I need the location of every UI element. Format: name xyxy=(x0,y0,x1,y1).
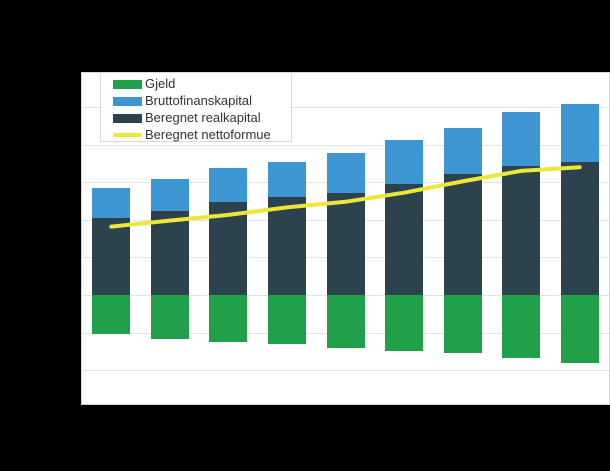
bar-segment-gjeld-7 xyxy=(443,295,482,353)
legend-label-beregnet-nettoformue: Beregnet nettoformue xyxy=(145,127,271,142)
bar-segment-beregnet-realkapital-3 xyxy=(209,201,248,295)
bar-segment-bruttofinanskapital-1 xyxy=(92,187,131,218)
bar-segment-bruttofinanskapital-9 xyxy=(560,104,599,162)
bar-segment-gjeld-6 xyxy=(385,295,424,352)
bar-segment-beregnet-realkapital-1 xyxy=(92,217,131,295)
bar-segment-beregnet-realkapital-4 xyxy=(267,196,306,295)
bar-segment-gjeld-2 xyxy=(150,295,189,340)
plot-area: Gjeld Bruttofinanskapital Beregnet realk… xyxy=(81,72,610,405)
legend-item-beregnet-realkapital[interactable]: Beregnet realkapital xyxy=(113,110,291,126)
gridline xyxy=(82,107,609,108)
bar-segment-beregnet-realkapital-8 xyxy=(502,166,541,295)
legend-label-bruttofinanskapital: Bruttofinanskapital xyxy=(145,93,252,108)
legend-swatch-gjeld xyxy=(113,79,142,89)
bar-segment-gjeld-4 xyxy=(267,295,306,344)
bar-segment-bruttofinanskapital-3 xyxy=(209,168,248,202)
legend-swatch-beregnet-realkapital xyxy=(113,113,142,123)
bar-segment-gjeld-8 xyxy=(502,295,541,359)
bar-segment-beregnet-realkapital-7 xyxy=(443,174,482,295)
bar-segment-beregnet-realkapital-5 xyxy=(326,192,365,295)
legend-label-beregnet-realkapital: Beregnet realkapital xyxy=(145,110,261,125)
gridline xyxy=(82,144,609,146)
bar-segment-beregnet-realkapital-9 xyxy=(560,161,599,295)
legend-swatch-bruttofinanskapital xyxy=(113,96,142,106)
bar-segment-gjeld-9 xyxy=(560,295,599,364)
legend-item-beregnet-nettoformue[interactable]: Beregnet nettoformue xyxy=(113,127,291,143)
bar-segment-bruttofinanskapital-8 xyxy=(502,111,541,167)
bar-segment-bruttofinanskapital-6 xyxy=(385,140,424,184)
bar-segment-beregnet-realkapital-6 xyxy=(385,183,424,295)
bar-segment-bruttofinanskapital-5 xyxy=(326,153,365,193)
gridline xyxy=(82,370,609,372)
legend-item-gjeld[interactable]: Gjeld xyxy=(113,76,291,92)
legend-item-bruttofinanskapital[interactable]: Bruttofinanskapital xyxy=(113,93,291,109)
bar-segment-gjeld-5 xyxy=(326,295,365,349)
bar-segment-gjeld-3 xyxy=(209,295,248,343)
legend-swatch-beregnet-nettoformue xyxy=(113,133,142,137)
bar-segment-beregnet-realkapital-2 xyxy=(150,210,189,295)
legend: Gjeld Bruttofinanskapital Beregnet realk… xyxy=(100,72,292,142)
legend-label-gjeld: Gjeld xyxy=(145,76,176,91)
bar-segment-bruttofinanskapital-2 xyxy=(150,178,189,211)
bar-segment-bruttofinanskapital-4 xyxy=(267,161,306,197)
bar-segment-bruttofinanskapital-7 xyxy=(443,127,482,175)
bar-segment-gjeld-1 xyxy=(92,295,131,335)
